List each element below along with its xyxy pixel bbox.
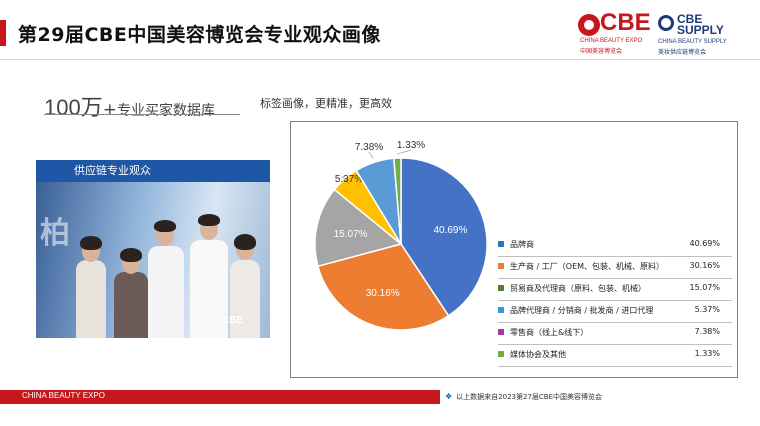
- photo-watermark-logo: CBE: [222, 315, 244, 326]
- headline: 100万+专业买家数据库: [44, 90, 215, 122]
- legend-item: 零售商（线上&线下） 7.38%: [498, 322, 732, 345]
- photo-label: 供应链专业观众: [36, 160, 270, 182]
- legend-value: 40.69%: [689, 239, 720, 248]
- pie-slice: [393, 157, 402, 245]
- legend-swatch: [498, 285, 504, 291]
- header-divider: [0, 59, 760, 60]
- diamond-icon: ❖: [445, 392, 453, 401]
- legend-label: 品牌商: [510, 240, 534, 249]
- cbe-logo-cn: 中国美容博览会: [580, 48, 623, 55]
- person-figure: [148, 246, 184, 338]
- footer-note: ❖ 以上数据来自2023第27届CBE中国美容博览会: [445, 392, 602, 402]
- legend-value: 5.37%: [694, 305, 720, 314]
- photo-booth-sign: 柏: [40, 217, 70, 250]
- person-figure: [76, 260, 106, 338]
- pie-chart: 40.69% 30.16% 15.07% 5.37% 7.38% 1.33%: [314, 140, 488, 331]
- person-hair: [80, 236, 102, 250]
- tagline: 标签画像，更精准，更高效: [260, 97, 392, 110]
- legend-value: 1.33%: [694, 349, 720, 358]
- legend-item: 品牌代理商 / 分销商 / 批发商 / 进口代理 5.37%: [498, 300, 732, 323]
- pie-slice-label: 7.38%: [355, 142, 383, 153]
- person-hair: [154, 220, 176, 232]
- pie-leader-line: [341, 175, 350, 185]
- legend-item: 生产商 / 工厂（OEM、包装、机械、原料） 30.16%: [498, 256, 732, 279]
- footer-brand: CHINA BEAUTY EXPO: [22, 391, 105, 400]
- page-title: 第29届CBE中国美容博览会专业观众画像: [18, 24, 381, 46]
- legend-swatch: [498, 329, 504, 335]
- legend-value: 30.16%: [689, 261, 720, 270]
- pie-slice-label: 1.33%: [397, 140, 425, 151]
- cbe-logo-icon: [578, 14, 600, 36]
- legend-label: 品牌代理商 / 分销商 / 批发商 / 进口代理: [510, 306, 654, 315]
- person-figure: [190, 240, 228, 338]
- legend-swatch: [498, 263, 504, 269]
- cbe-logo: CBE CHINA BEAUTY EXPO 中国美容博览会: [578, 9, 651, 55]
- cbe-logo-word: CBE: [600, 9, 651, 36]
- legend-label: 零售商（线上&线下）: [510, 328, 589, 337]
- footer-bar: [0, 390, 440, 404]
- pie-slice-label: 15.07%: [334, 229, 368, 240]
- footer-note-text: 以上数据来自2023第27届CBE中国美容博览会: [456, 393, 603, 401]
- pie-leader-line: [368, 151, 374, 159]
- cbe-supply-logo-cn: 美妆供应链博览会: [658, 49, 707, 56]
- person-hair: [234, 234, 256, 250]
- pie-slice-label: 5.37%: [335, 174, 363, 185]
- legend-swatch: [498, 241, 504, 247]
- cbe-logo-en: CHINA BEAUTY EXPO: [580, 38, 643, 44]
- cbe-supply-logo-icon: [658, 15, 674, 31]
- title-accent-bar: [0, 20, 6, 46]
- cbe-supply-logo-en: CHINA BEAUTY SUPPLY: [658, 39, 727, 45]
- person-figure: [230, 260, 260, 338]
- legend-swatch: [498, 351, 504, 357]
- pie-slice: [314, 188, 403, 268]
- legend-label: 媒体协会及其他: [510, 350, 566, 359]
- cbe-supply-logo: CBE SUPPLY CHINA BEAUTY SUPPLY 美妆供应链博览会: [658, 12, 728, 56]
- legend-label: 生产商 / 工厂（OEM、包装、机械、原料）: [510, 262, 665, 271]
- pie-slice: [316, 243, 450, 331]
- person-hair: [120, 248, 142, 262]
- visitor-photo: 供应链专业观众 柏 CBE: [36, 160, 270, 338]
- cbe-supply-logo-word: CBE: [677, 12, 703, 26]
- legend-label: 贸易商及代理商（原料、包装、机械）: [510, 284, 646, 293]
- cbe-supply-logo-word2: SUPPLY: [677, 23, 724, 37]
- pie-leader-line: [397, 149, 412, 155]
- headline-number: 100万: [44, 95, 103, 120]
- pie-chart-frame: 40.69% 30.16% 15.07% 5.37% 7.38% 1.33% 品牌商 40.…: [290, 121, 738, 378]
- legend-value: 7.38%: [694, 327, 720, 336]
- pie-slice-label: 30.16%: [366, 288, 400, 299]
- person-figure: [114, 272, 148, 338]
- legend-item: 贸易商及代理商（原料、包装、机械） 15.07%: [498, 278, 732, 301]
- legend-item: 媒体协会及其他 1.33%: [498, 344, 732, 367]
- pie-slice-label: 40.69%: [433, 225, 467, 236]
- headline-plus: +: [102, 100, 117, 120]
- legend-swatch: [498, 307, 504, 313]
- legend-item: 品牌商 40.69%: [498, 234, 732, 257]
- headline-underline: [44, 114, 240, 115]
- legend-value: 15.07%: [689, 283, 720, 292]
- person-hair: [198, 214, 220, 226]
- headline-text: 专业买家数据库: [116, 103, 215, 119]
